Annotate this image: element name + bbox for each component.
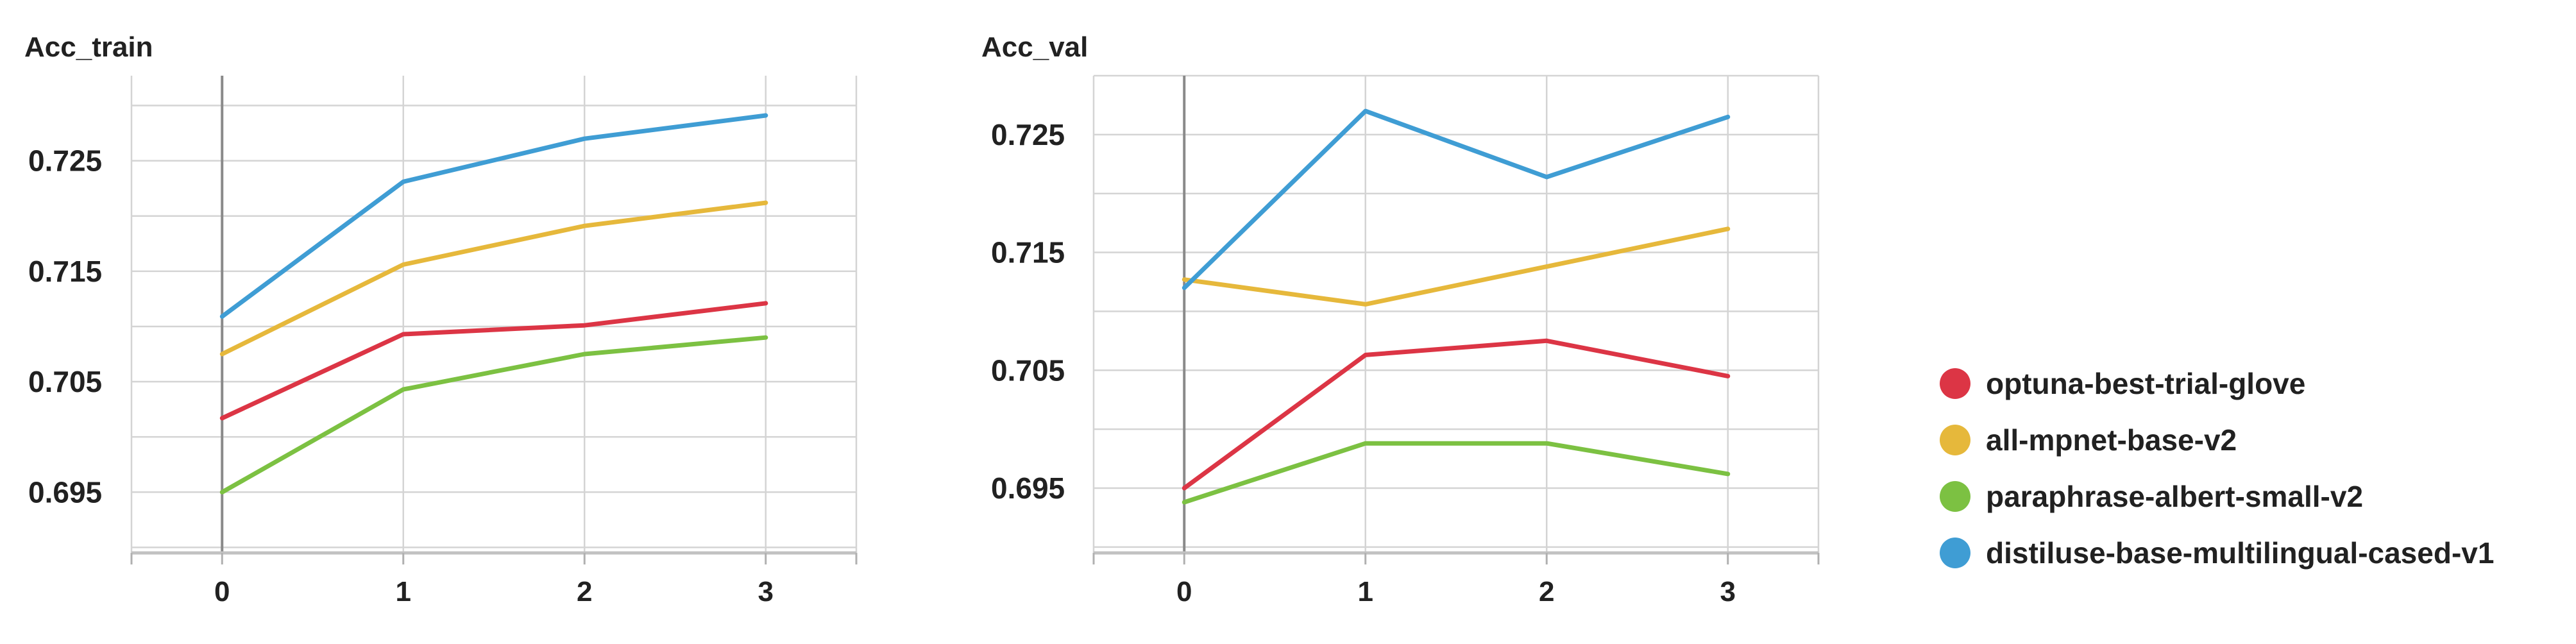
x-tick-label: 3 xyxy=(1720,576,1736,607)
chart-panel-0: Acc_train 0 1 2 3 0.695 0.705 0.715 0.725 xyxy=(24,31,858,607)
legend-label: paraphrase-albert-small-v2 xyxy=(1986,480,2363,513)
series-line-distiluse-base-multilingual-cased-v1 xyxy=(1182,108,1731,291)
y-tick-label: 0.705 xyxy=(991,353,1065,387)
chart-title: Acc_val xyxy=(981,31,1088,63)
y-tick-label: 0.715 xyxy=(28,255,102,288)
legend-label: optuna-best-trial-glove xyxy=(1986,367,2305,400)
legend-swatch xyxy=(1940,481,1970,512)
y-tick-label: 0.725 xyxy=(991,118,1065,151)
legend-swatch xyxy=(1940,538,1970,568)
x-tick-label: 3 xyxy=(758,576,774,607)
legend-swatch xyxy=(1940,425,1970,455)
series-line-paraphrase-albert-small-v2 xyxy=(219,335,768,495)
legend: optuna-best-trial-glove all-mpnet-base-v2… xyxy=(1940,367,2494,570)
series-line-all-mpnet-base-v2 xyxy=(1182,226,1731,307)
series-line-distiluse-base-multilingual-cased-v1 xyxy=(219,113,768,319)
series-line-all-mpnet-base-v2 xyxy=(219,200,768,357)
x-tick-label: 2 xyxy=(1539,576,1554,607)
x-tick-label: 0 xyxy=(214,576,230,607)
legend-label: all-mpnet-base-v2 xyxy=(1986,423,2237,457)
series-line-optuna-best-trial-glove xyxy=(219,301,768,421)
x-tick-label: 1 xyxy=(396,576,411,607)
x-tick-label: 2 xyxy=(577,576,592,607)
y-tick-label: 0.695 xyxy=(28,475,102,509)
legend-swatch xyxy=(1940,368,1970,399)
y-tick-label: 0.725 xyxy=(28,144,102,178)
y-tick-label: 0.695 xyxy=(991,471,1065,505)
series-line-optuna-best-trial-glove xyxy=(1182,338,1731,491)
y-tick-label: 0.715 xyxy=(991,236,1065,269)
legend-label: distiluse-base-multilingual-cased-v1 xyxy=(1986,536,2494,570)
chart-panel-1: Acc_val 0 1 2 3 0.695 0.705 0.715 0.725 xyxy=(981,31,1820,607)
y-tick-label: 0.705 xyxy=(28,365,102,398)
x-tick-label: 1 xyxy=(1358,576,1373,607)
chart-title: Acc_train xyxy=(24,31,153,63)
x-tick-label: 0 xyxy=(1176,576,1192,607)
series-line-paraphrase-albert-small-v2 xyxy=(1182,441,1731,505)
